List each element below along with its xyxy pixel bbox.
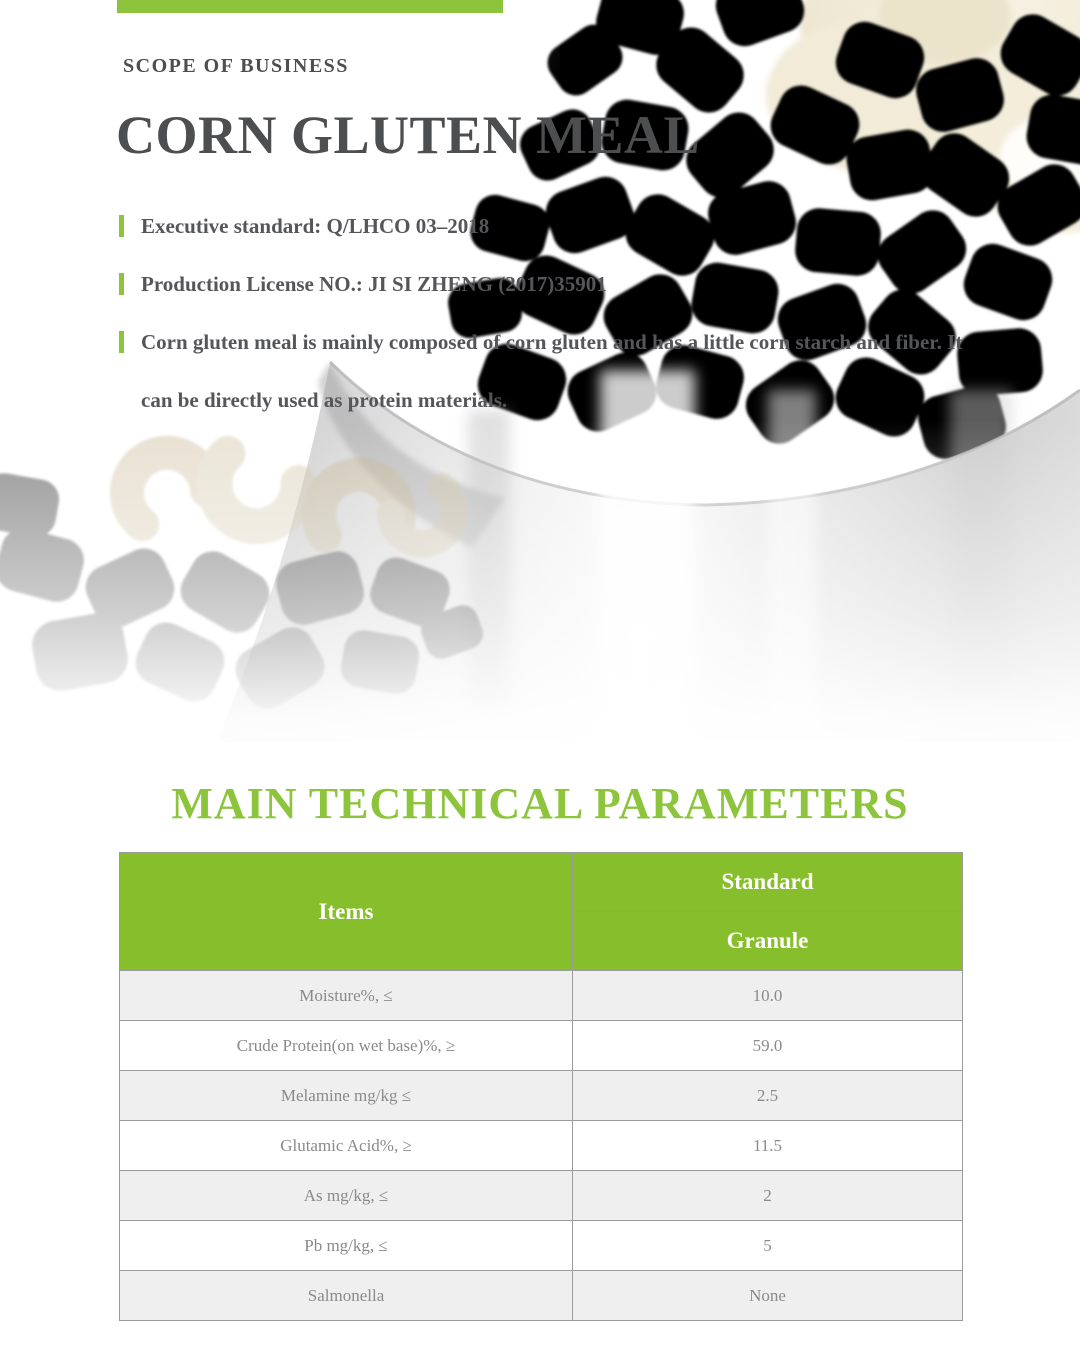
table-row: As mg/kg, ≤ 2	[119, 1170, 963, 1221]
value-cell: 59.0	[572, 1020, 963, 1071]
bullet-marker	[119, 215, 124, 237]
table-header-row: Items Standard	[119, 852, 963, 971]
table-row: Crude Protein(on wet base)%, ≥ 59.0	[119, 1020, 963, 1071]
items-header-cell: Items	[119, 852, 573, 971]
bullet-text: Corn gluten meal is mainly composed of c…	[141, 330, 963, 412]
bullet-marker	[119, 331, 124, 353]
table-header-row: Granule	[120, 911, 963, 971]
bullet-marker	[119, 273, 124, 295]
list-item: Corn gluten meal is mainly composed of c…	[117, 313, 983, 429]
top-accent-bar	[117, 0, 503, 13]
item-cell: Crude Protein(on wet base)%, ≥	[119, 1020, 573, 1071]
table-row: Glutamic Acid%, ≥ 11.5	[119, 1120, 963, 1171]
value-cell: 11.5	[572, 1120, 963, 1171]
value-cell: 2.5	[572, 1070, 963, 1121]
standard-header-cell: Standard	[572, 852, 963, 912]
table-row: Melamine mg/kg ≤ 2.5	[119, 1070, 963, 1121]
page-title: CORN GLUTEN MEAL	[116, 105, 701, 165]
list-item: Production License NO.: JI SI ZHENG (201…	[117, 255, 983, 313]
section-heading: MAIN TECHNICAL PARAMETERS	[171, 779, 909, 828]
item-cell: Pb mg/kg, ≤	[119, 1220, 573, 1271]
eyebrow-heading: SCOPE OF BUSINESS	[123, 55, 349, 77]
value-cell: 5	[572, 1220, 963, 1271]
bullet-text: Production License NO.: JI SI ZHENG (201…	[141, 272, 607, 296]
table-row: Salmonella None	[119, 1270, 963, 1321]
value-cell: 2	[572, 1170, 963, 1221]
table-row: Pb mg/kg, ≤ 5	[119, 1220, 963, 1271]
table-row: Moisture%, ≤ 10.0	[119, 970, 963, 1021]
item-cell: As mg/kg, ≤	[119, 1170, 573, 1221]
item-cell: Moisture%, ≤	[119, 970, 573, 1021]
list-item: Executive standard: Q/LHCO 03–2018	[117, 197, 983, 255]
product-photo	[0, 0, 1080, 770]
bullet-text: Executive standard: Q/LHCO 03–2018	[141, 214, 490, 238]
granule-header-cell: Granule	[572, 911, 963, 971]
spec-bullets: Executive standard: Q/LHCO 03–2018 Produ…	[117, 197, 983, 429]
value-cell: 10.0	[572, 970, 963, 1021]
item-cell: Salmonella	[119, 1270, 573, 1321]
parameters-table: Items Standard Granule Moisture%, ≤ 10.0…	[119, 852, 963, 1321]
item-cell: Glutamic Acid%, ≥	[119, 1120, 573, 1171]
item-cell: Melamine mg/kg ≤	[119, 1070, 573, 1121]
value-cell: None	[572, 1270, 963, 1321]
